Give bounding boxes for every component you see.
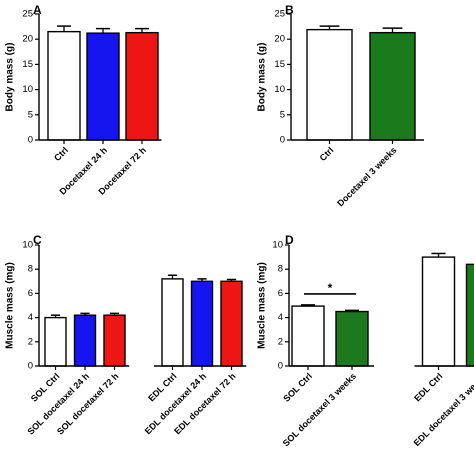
x-tick-label: EDL Ctrl bbox=[412, 371, 444, 403]
bar bbox=[190, 280, 214, 367]
x-tick-label: Ctrl bbox=[52, 145, 70, 163]
y-tick-label: 0 bbox=[280, 135, 285, 146]
y-tick-label: 8 bbox=[28, 264, 33, 275]
y-tick-label: 15 bbox=[22, 59, 33, 70]
y-tick-label: 10 bbox=[274, 84, 285, 95]
y-tick-label: 20 bbox=[22, 34, 33, 45]
chart-panel-b: B Body mass (g) 0 5 10 15 20 25 Ctrl Docetaxel 3 … bbox=[257, 3, 424, 208]
panel-letter: D bbox=[285, 233, 294, 247]
significance-star: * bbox=[328, 281, 333, 295]
y-tick-label: 5 bbox=[280, 109, 285, 120]
x-tick-label: SOL docetaxel 3 weeks bbox=[281, 371, 358, 448]
y-tick-label: 0 bbox=[278, 361, 283, 372]
y-tick-label: 10 bbox=[272, 240, 283, 251]
bar bbox=[161, 278, 184, 367]
bar bbox=[47, 30, 81, 141]
y-axis-label: Muscle mass (mg) bbox=[5, 262, 16, 349]
x-tick-label: SOL Ctrl bbox=[281, 371, 314, 404]
x-tick-label: Docetaxel 3 weeks bbox=[335, 145, 398, 208]
y-tick-label: 0 bbox=[28, 361, 33, 372]
y-tick-label: 2 bbox=[278, 336, 283, 347]
bar bbox=[465, 263, 474, 367]
y-tick-label: 0 bbox=[28, 135, 33, 146]
y-axis-label: Muscle mass (mg) bbox=[257, 262, 268, 349]
x-tick-label: EDL docetaxel 3 weeks bbox=[412, 371, 474, 448]
y-tick-label: 5 bbox=[28, 109, 33, 120]
y-axis-label: Body mass (g) bbox=[257, 43, 268, 112]
y-tick-label: 25 bbox=[274, 9, 285, 20]
bar bbox=[103, 314, 126, 367]
y-tick-label: 10 bbox=[22, 240, 33, 251]
y-tick-label: 15 bbox=[274, 59, 285, 70]
bar bbox=[125, 31, 159, 141]
bar bbox=[86, 32, 120, 141]
bar bbox=[291, 305, 325, 367]
y-tick-label: 4 bbox=[28, 312, 33, 323]
y-tick-label: 10 bbox=[22, 84, 33, 95]
bar bbox=[220, 280, 243, 367]
bar bbox=[335, 310, 369, 367]
panel-letter: B bbox=[285, 3, 294, 17]
y-tick-label: 4 bbox=[278, 312, 283, 323]
x-tick-label: Ctrl bbox=[318, 145, 336, 163]
y-tick-label: 6 bbox=[278, 288, 283, 299]
y-axis-label: Body mass (g) bbox=[5, 43, 16, 112]
bar bbox=[306, 28, 353, 141]
panel-letter: A bbox=[33, 3, 42, 17]
y-tick-label: 2 bbox=[28, 336, 33, 347]
bar bbox=[73, 314, 97, 367]
y-tick-label: 20 bbox=[274, 34, 285, 45]
bar bbox=[369, 31, 416, 141]
panel-letter: C bbox=[33, 233, 42, 247]
y-tick-label: 6 bbox=[28, 288, 33, 299]
y-tick-label: 25 bbox=[22, 9, 33, 20]
bar bbox=[44, 316, 67, 367]
bar bbox=[421, 256, 456, 367]
y-tick-label: 8 bbox=[278, 264, 283, 275]
